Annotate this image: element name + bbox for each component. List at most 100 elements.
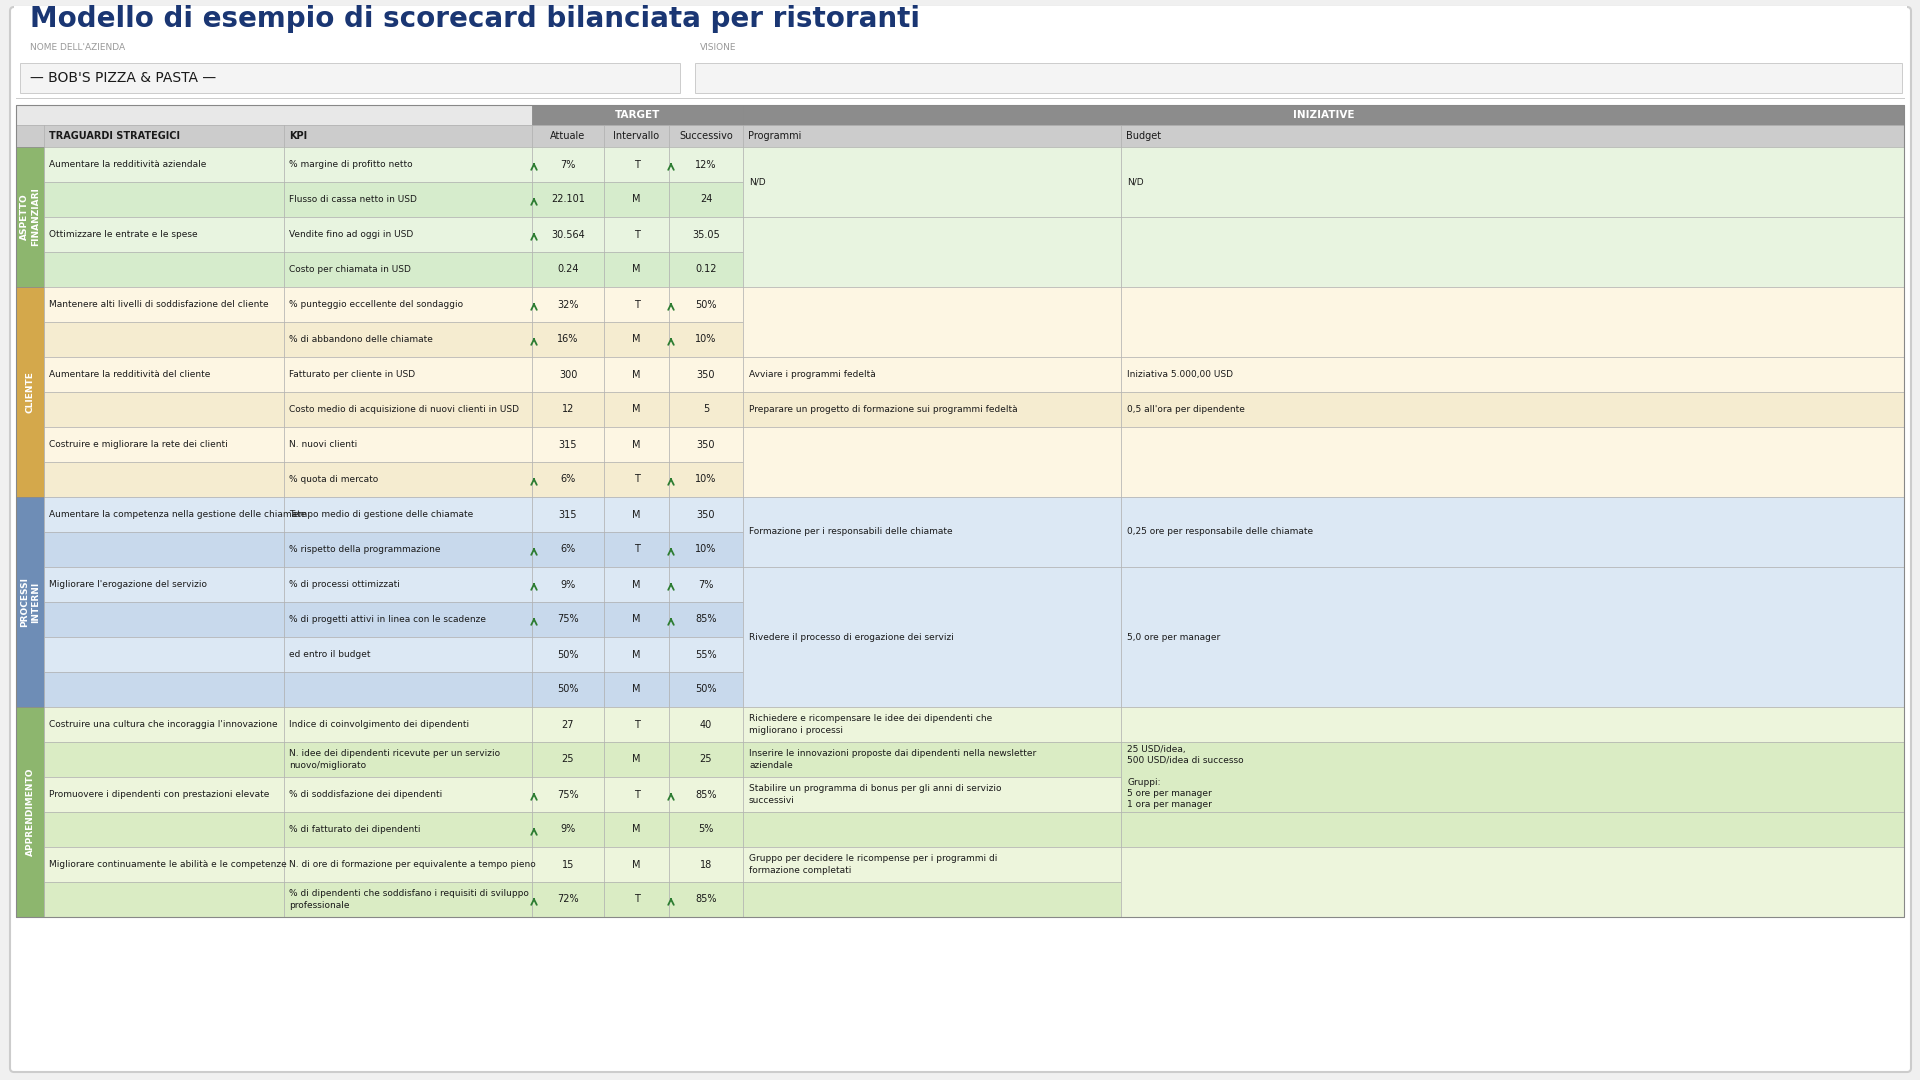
Text: Costruire e migliorare la rete dei clienti: Costruire e migliorare la rete dei clien…: [50, 440, 228, 449]
Bar: [44, 637, 284, 672]
Text: 85%: 85%: [695, 894, 716, 905]
Bar: [668, 637, 743, 672]
Bar: [284, 777, 532, 812]
Bar: [44, 567, 284, 602]
Bar: [605, 777, 668, 812]
Text: Programmi: Programmi: [749, 131, 801, 141]
Bar: [668, 252, 743, 287]
Text: N. nuovi clienti: N. nuovi clienti: [290, 440, 357, 449]
Bar: [1121, 125, 1905, 147]
Text: 40: 40: [701, 719, 712, 729]
Text: 7%: 7%: [561, 160, 576, 170]
Text: Indice di coinvolgimento dei dipendenti: Indice di coinvolgimento dei dipendenti: [290, 720, 468, 729]
Text: Budget: Budget: [1125, 131, 1162, 141]
Bar: [743, 882, 1121, 917]
Bar: [15, 287, 44, 497]
Text: 0,25 ore per responsabile delle chiamate: 0,25 ore per responsabile delle chiamate: [1127, 527, 1313, 537]
Bar: [743, 742, 1121, 777]
Bar: [532, 637, 605, 672]
Text: 0.12: 0.12: [695, 265, 716, 274]
Bar: [668, 357, 743, 392]
Text: % rispetto della programmazione: % rispetto della programmazione: [290, 545, 440, 554]
Bar: [13, 6, 1907, 31]
Bar: [1121, 497, 1905, 567]
Bar: [743, 147, 1121, 217]
Bar: [44, 427, 284, 462]
Bar: [532, 287, 605, 322]
Bar: [284, 847, 532, 882]
Bar: [44, 847, 284, 882]
Text: Aumentare la redditività del cliente: Aumentare la redditività del cliente: [50, 370, 211, 379]
Text: T: T: [634, 474, 639, 485]
Text: M: M: [632, 405, 641, 415]
Bar: [695, 63, 1903, 93]
Text: T: T: [634, 719, 639, 729]
Text: % di fatturato dei dipendenti: % di fatturato dei dipendenti: [290, 825, 420, 834]
Bar: [668, 125, 743, 147]
Bar: [44, 392, 284, 427]
Bar: [532, 217, 605, 252]
Bar: [44, 357, 284, 392]
Text: 72%: 72%: [557, 894, 578, 905]
Bar: [605, 287, 668, 322]
Text: 15: 15: [563, 860, 574, 869]
FancyBboxPatch shape: [10, 6, 1910, 1072]
Text: N/D: N/D: [749, 177, 766, 187]
Text: M: M: [632, 335, 641, 345]
Bar: [44, 777, 284, 812]
Text: Gruppo per decidere le ricompense per i programmi di
formazione completati: Gruppo per decidere le ricompense per i …: [749, 854, 996, 875]
Text: CLIENTE: CLIENTE: [25, 372, 35, 413]
Bar: [668, 602, 743, 637]
Text: Ottimizzare le entrate e le spese: Ottimizzare le entrate e le spese: [50, 230, 198, 239]
Text: 0,5 all'ora per dipendente: 0,5 all'ora per dipendente: [1127, 405, 1244, 414]
Bar: [284, 322, 532, 357]
Bar: [605, 392, 668, 427]
Text: VISIONE: VISIONE: [701, 42, 737, 52]
Bar: [605, 847, 668, 882]
Text: Migliorare l'erogazione del servizio: Migliorare l'erogazione del servizio: [50, 580, 207, 589]
Text: Costo medio di acquisizione di nuovi clienti in USD: Costo medio di acquisizione di nuovi cli…: [290, 405, 518, 414]
Text: 18: 18: [701, 860, 712, 869]
Bar: [284, 567, 532, 602]
Bar: [532, 567, 605, 602]
Text: 75%: 75%: [557, 615, 578, 624]
Bar: [605, 125, 668, 147]
Text: T: T: [634, 544, 639, 554]
Text: Fatturato per cliente in USD: Fatturato per cliente in USD: [290, 370, 415, 379]
Text: % di abbandono delle chiamate: % di abbandono delle chiamate: [290, 335, 432, 345]
Bar: [532, 392, 605, 427]
Bar: [1121, 427, 1905, 497]
Bar: [743, 427, 1121, 497]
Bar: [532, 532, 605, 567]
Text: % di soddisfazione dei dipendenti: % di soddisfazione dei dipendenti: [290, 789, 442, 799]
Text: Vendite fino ad oggi in USD: Vendite fino ad oggi in USD: [290, 230, 413, 239]
Text: % di dipendenti che soddisfano i requisiti di sviluppo
professionale: % di dipendenti che soddisfano i requisi…: [290, 890, 528, 909]
Bar: [668, 392, 743, 427]
Text: N. di ore di formazione per equivalente a tempo pieno: N. di ore di formazione per equivalente …: [290, 860, 536, 869]
Text: INIZIATIVE: INIZIATIVE: [1292, 110, 1354, 120]
Bar: [1121, 217, 1905, 287]
Text: 6%: 6%: [561, 474, 576, 485]
Text: Promuovere i dipendenti con prestazioni elevate: Promuovere i dipendenti con prestazioni …: [50, 789, 269, 799]
Bar: [44, 287, 284, 322]
Bar: [605, 252, 668, 287]
Bar: [532, 105, 743, 125]
Bar: [284, 497, 532, 532]
Bar: [284, 602, 532, 637]
Text: 25: 25: [563, 755, 574, 765]
Bar: [668, 707, 743, 742]
Bar: [284, 427, 532, 462]
Bar: [743, 217, 1121, 287]
Text: % di processi ottimizzati: % di processi ottimizzati: [290, 580, 399, 589]
Bar: [284, 637, 532, 672]
Bar: [44, 147, 284, 183]
Text: Successivo: Successivo: [680, 131, 733, 141]
Text: TARGET: TARGET: [614, 110, 660, 120]
Text: N. idee dei dipendenti ricevute per un servizio
nuovo/migliorato: N. idee dei dipendenti ricevute per un s…: [290, 750, 499, 770]
Bar: [44, 217, 284, 252]
Bar: [743, 392, 1121, 427]
Text: Attuale: Attuale: [551, 131, 586, 141]
Bar: [605, 672, 668, 707]
Text: 25 USD/idea,
500 USD/idea di successo

Gruppi:
5 ore per manager
1 ora per manag: 25 USD/idea, 500 USD/idea di successo Gr…: [1127, 745, 1244, 809]
Bar: [532, 497, 605, 532]
